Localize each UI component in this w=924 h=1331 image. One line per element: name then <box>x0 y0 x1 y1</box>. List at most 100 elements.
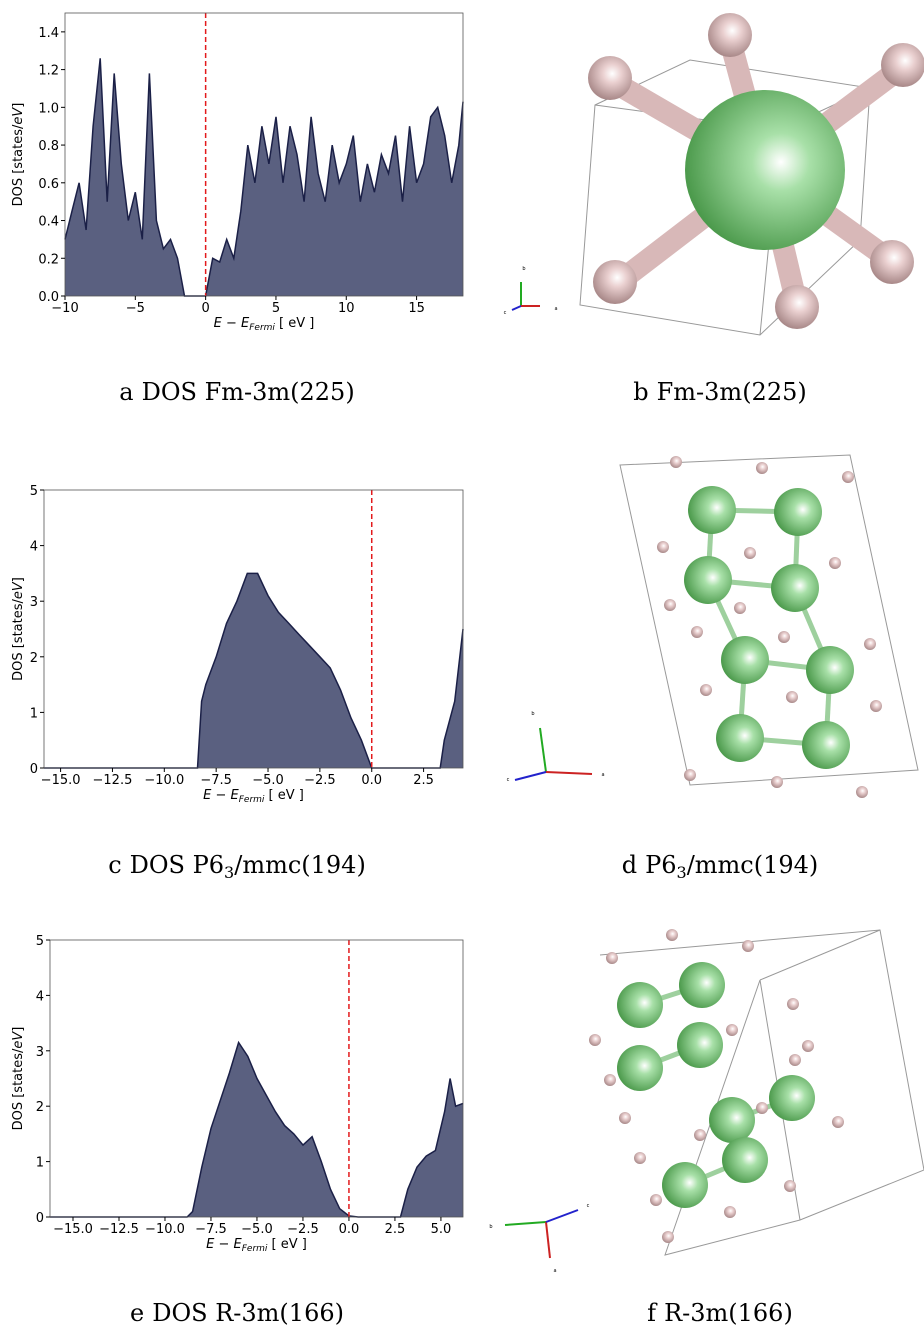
x-axis-label-sub: Fermi <box>249 323 275 333</box>
caption-letter: f <box>647 1299 658 1327</box>
caption-text: DOS Fm-3m(225) <box>142 378 355 406</box>
caption-letter: a <box>119 378 133 406</box>
y-tick-label: 3 <box>36 1045 44 1060</box>
y-tick-label: 5 <box>30 484 38 499</box>
y-tick-label: 0.0 <box>38 290 59 305</box>
y-tick-label: 2 <box>36 1100 44 1115</box>
caption-letter: d <box>622 851 637 879</box>
axis-triad-label: c <box>507 777 510 783</box>
x-tick-label: −7.5 <box>200 773 232 788</box>
x-tick-label: −5 <box>126 301 145 316</box>
axis-triad <box>504 282 593 1259</box>
y-axis-label: DOS [states/eV] <box>11 1027 26 1131</box>
caption: d P63/mmc(194) <box>622 851 819 882</box>
y-tick-label: 4 <box>36 989 44 1004</box>
x-axis-label-sub: Fermi <box>242 1244 268 1254</box>
x-axis-label-main: E − E <box>214 316 250 331</box>
x-tick-label: −2.5 <box>287 1222 319 1237</box>
y-tick-label: 1 <box>36 1156 44 1171</box>
caption-end: /mmc(194) <box>234 851 366 879</box>
y-tick-label: 3 <box>30 595 38 610</box>
y-tick-label: 2 <box>30 651 38 666</box>
caption-text: P6 <box>645 851 676 879</box>
y-tick-label: 4 <box>30 540 38 555</box>
dos-area <box>50 1042 463 1217</box>
x-tick-label: −15.0 <box>53 1222 93 1237</box>
x-tick-label: −2.5 <box>304 773 336 788</box>
axis-triad-label: c <box>587 1203 590 1209</box>
axis-triad-label: a <box>601 772 604 778</box>
y-tick-label: 0.2 <box>38 252 59 267</box>
x-tick-label: −10.0 <box>144 773 184 788</box>
y-axis-label-italic: eV <box>11 581 26 599</box>
dos-line <box>64 58 464 297</box>
dos-line <box>50 1040 464 1218</box>
x-axis-label: E − EFermi [ eV ] <box>203 788 304 805</box>
x-tick-label: −12.5 <box>93 773 133 788</box>
caption-text: DOS P6 <box>130 851 224 879</box>
x-tick-label: 10 <box>338 301 355 316</box>
y-tick-label: 0.4 <box>38 215 59 230</box>
y-tick-label: 1.2 <box>38 64 59 79</box>
x-axis-label: E − EFermi [ eV ] <box>214 316 315 333</box>
x-tick-label: 0.0 <box>361 773 382 788</box>
y-axis-label-end: ] <box>11 577 26 582</box>
y-axis-label: DOS [states/eV] <box>11 103 26 207</box>
x-axis-label-sub: Fermi <box>239 795 265 805</box>
x-tick-label: 2.5 <box>413 773 434 788</box>
caption-text: Fm-3m(225) <box>657 378 807 406</box>
x-tick-label: 0 <box>201 301 209 316</box>
caption-text: R-3m(166) <box>664 1299 793 1327</box>
y-tick-label: 0 <box>36 1211 44 1226</box>
y-tick-label: 0.6 <box>38 177 59 192</box>
y-axis-label-italic: eV <box>11 1031 26 1049</box>
x-tick-label: 2.5 <box>385 1222 406 1237</box>
x-tick-label: −10.0 <box>145 1222 185 1237</box>
x-tick-label: −5.0 <box>241 1222 273 1237</box>
x-tick-label: 15 <box>408 301 425 316</box>
x-axis-label-unit: [ eV ] <box>267 1237 306 1252</box>
caption-text: DOS R-3m(166) <box>152 1299 344 1327</box>
caption: e DOS R-3m(166) <box>130 1299 344 1327</box>
y-axis-label: DOS [states/eV] <box>11 577 26 681</box>
y-tick-label: 0.8 <box>38 139 59 154</box>
x-tick-label: 5.0 <box>431 1222 452 1237</box>
caption: b Fm-3m(225) <box>633 378 806 406</box>
plot-frame <box>43 489 464 769</box>
y-axis-label-main: DOS [states/ <box>11 124 26 206</box>
caption-letter: e <box>130 1299 144 1327</box>
crystal-structure <box>619 454 919 798</box>
axis-triad-label: b <box>522 266 525 272</box>
x-tick-label: −7.5 <box>195 1222 227 1237</box>
axis-triad-label: a <box>553 1268 556 1274</box>
y-axis-label-italic: eV <box>11 107 26 125</box>
x-axis-label-main: E − E <box>206 1237 242 1252</box>
caption-letter: b <box>633 378 648 406</box>
x-tick-label: 0.0 <box>339 1222 360 1237</box>
y-tick-label: 5 <box>36 934 44 949</box>
x-axis-label-main: E − E <box>203 788 239 803</box>
caption-sub: 3 <box>677 863 687 882</box>
caption-sub: 3 <box>224 863 234 882</box>
caption: f R-3m(166) <box>647 1299 793 1327</box>
x-axis-label-unit: [ eV ] <box>275 316 314 331</box>
x-tick-label: 5 <box>272 301 280 316</box>
x-tick-label: −12.5 <box>99 1222 139 1237</box>
plot-frame <box>64 12 464 297</box>
y-axis-label-end: ] <box>11 1027 26 1032</box>
axis-triad-label: b <box>489 1224 492 1230</box>
x-tick-label: −5.0 <box>252 773 284 788</box>
caption-letter: c <box>108 851 121 879</box>
y-tick-label: 0 <box>30 762 38 777</box>
x-tick-label: −15.0 <box>41 773 81 788</box>
x-tick-label: −10 <box>51 301 78 316</box>
y-tick-label: 1 <box>30 706 38 721</box>
caption: a DOS Fm-3m(225) <box>119 378 354 406</box>
y-axis-label-end: ] <box>11 103 26 108</box>
y-axis-label-main: DOS [states/ <box>11 1048 26 1130</box>
caption: c DOS P63/mmc(194) <box>108 851 366 882</box>
x-axis-label-unit: [ eV ] <box>264 788 303 803</box>
dos-area <box>44 573 463 768</box>
axis-triad-label: a <box>554 306 557 312</box>
